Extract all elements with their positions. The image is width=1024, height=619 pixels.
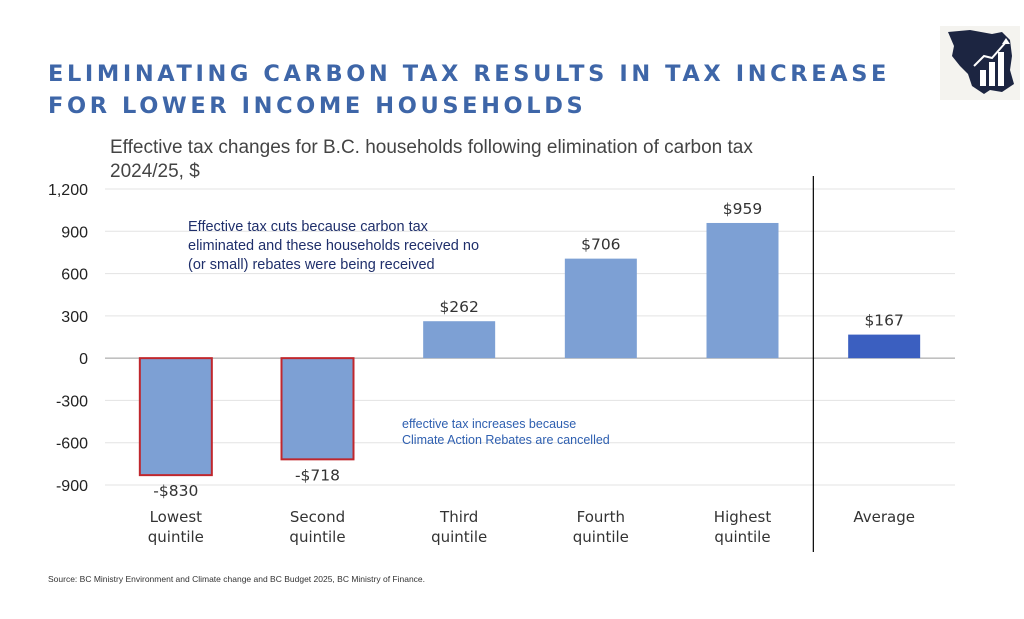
- y-tick-label: -600: [56, 436, 88, 453]
- data-label: $706: [581, 236, 620, 254]
- bar: [564, 258, 637, 359]
- x-tick-label: quintile: [148, 528, 204, 546]
- annotation-tax-increases: effective tax increases because: [402, 417, 576, 431]
- chart-title: ELIMINATING CARBON TAX RESULTS IN TAX IN…: [48, 58, 890, 122]
- title-line-2: FOR LOWER INCOME HOUSEHOLDS: [48, 93, 587, 119]
- source-note: Source: BC Ministry Environment and Clim…: [48, 574, 426, 584]
- y-tick-label: -900: [56, 478, 88, 495]
- annotation-tax-cuts: (or small) rebates were being received: [188, 257, 435, 273]
- y-tick-label: 0: [79, 351, 88, 368]
- x-tick-label: quintile: [573, 528, 629, 546]
- data-label: -$830: [153, 482, 198, 500]
- annotation-tax-cuts: Effective tax cuts because carbon tax: [188, 219, 429, 235]
- bc-map-bar-chart-icon: [940, 26, 1020, 100]
- bar-chart: 1,200 900 600 300 0 -300 -600 -900 -$830 Lowest qu…: [48, 176, 955, 552]
- y-tick-label: 1,200: [48, 182, 88, 199]
- data-label: $262: [439, 298, 478, 316]
- x-tick-label: Lowest: [150, 508, 203, 526]
- x-tick-label: Highest: [714, 508, 772, 526]
- x-tick-label: quintile: [289, 528, 345, 546]
- annotation-tax-cuts: eliminated and these households received…: [188, 238, 479, 254]
- x-tick-label: Third: [439, 508, 478, 526]
- y-tick-label: 900: [61, 224, 88, 241]
- data-label: -$718: [295, 466, 340, 484]
- annotation-tax-increases: Climate Action Rebates are cancelled: [402, 433, 610, 447]
- chart-subtitle: Effective tax changes for B.C. household…: [110, 136, 753, 184]
- x-tick-label: quintile: [714, 528, 770, 546]
- x-tick-label: Average: [853, 508, 915, 526]
- data-label: $167: [864, 312, 903, 330]
- bar: [848, 334, 921, 359]
- x-tick-label: Fourth: [577, 508, 625, 526]
- data-label: $959: [723, 200, 762, 218]
- y-tick-label: 600: [61, 267, 88, 284]
- y-tick-label: 300: [61, 309, 88, 326]
- bar: [423, 321, 496, 359]
- bar: [706, 222, 779, 359]
- title-line-1: ELIMINATING CARBON TAX RESULTS IN TAX IN…: [48, 61, 890, 87]
- y-tick-label: -300: [56, 393, 88, 410]
- bar: [280, 357, 355, 461]
- subtitle-line-2: 2024/25, $: [110, 161, 200, 182]
- bar: [138, 357, 213, 477]
- x-tick-label: quintile: [431, 528, 487, 546]
- subtitle-line-1: Effective tax changes for B.C. household…: [110, 137, 753, 158]
- x-tick-label: Second: [290, 508, 345, 526]
